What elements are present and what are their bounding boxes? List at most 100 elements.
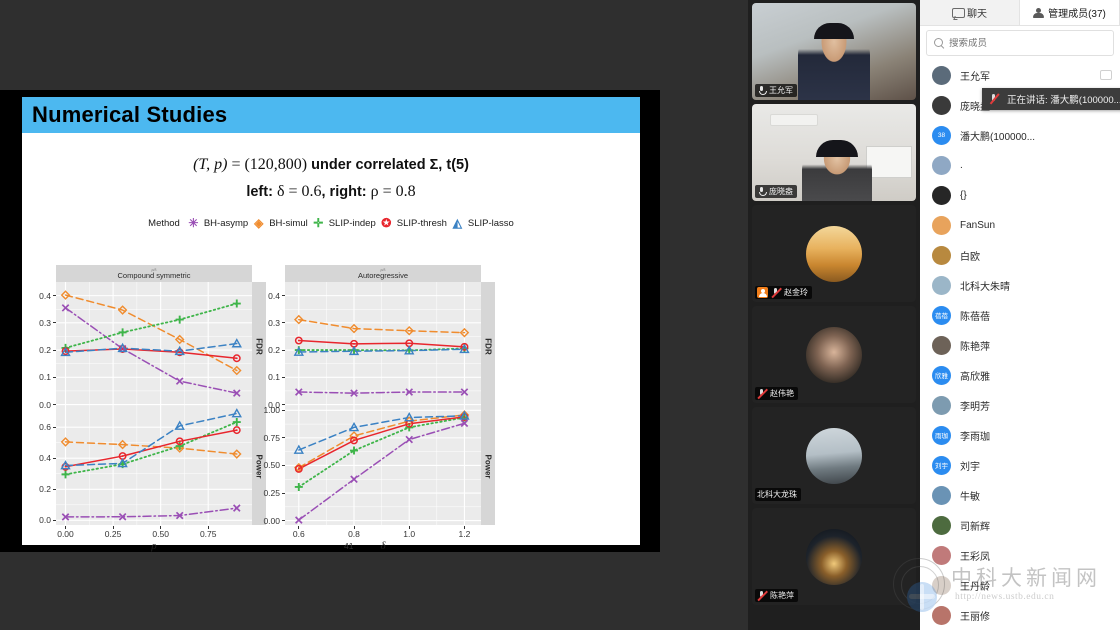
- avatar: [932, 545, 951, 565]
- y-tick-mark: [281, 295, 285, 297]
- participant-name: 陈蓓蓓: [960, 311, 990, 323]
- host-icon: [757, 287, 768, 298]
- y-tick-label: 0.4: [268, 290, 280, 301]
- participant-row[interactable]: 蓓蓓 陈蓓蓓: [920, 300, 1120, 330]
- avatar: 欣雅: [932, 365, 951, 385]
- participant-row[interactable]: 陈艳萍: [920, 330, 1120, 360]
- mic-muted-icon: [989, 93, 999, 105]
- participant-name: 高欣雅: [960, 371, 990, 383]
- y-tick-mark: [52, 519, 56, 521]
- mic-muted-icon: [771, 287, 781, 298]
- tooltip-text: 正在讲话: 潘大鹏(100000...: [1007, 95, 1120, 106]
- video-tile[interactable]: 庞晓盎: [752, 104, 916, 201]
- avatar: [932, 155, 951, 175]
- avatar: [932, 335, 951, 355]
- avatar: 雨珈: [932, 425, 951, 445]
- formula-left-label: left:: [246, 184, 277, 200]
- screen-share-stage[interactable]: Numerical Studies (T, p) = (120,800) und…: [0, 0, 748, 630]
- legend-marker-slip-indep: ✛: [313, 216, 324, 230]
- video-tile[interactable]: 王允军: [752, 3, 916, 100]
- x-tick-label: 0.50: [152, 529, 169, 539]
- tab-chat[interactable]: 聊天: [920, 0, 1020, 25]
- y-tick-label: 0.2: [39, 345, 51, 356]
- participant-head: [816, 140, 858, 157]
- participant-row[interactable]: 欣雅 高欣雅: [920, 360, 1120, 390]
- x-axis-title: ρ: [151, 540, 157, 552]
- participant-row[interactable]: 王允军: [920, 60, 1120, 90]
- tile-participant-name: 王允军: [769, 86, 793, 95]
- search-members-bar[interactable]: [926, 30, 1114, 56]
- formula-line-1: (T, p) = (120,800) under correlated Σ, t…: [22, 153, 640, 177]
- search-icon: [934, 38, 944, 48]
- formula-eq: =: [227, 156, 245, 173]
- avatar: [932, 395, 951, 415]
- formula-suffix: under correlated Σ, t(5): [307, 157, 469, 173]
- video-tile[interactable]: 北科大龙珠: [752, 407, 916, 504]
- y-tick-mark: [52, 457, 56, 459]
- avatar: [932, 215, 951, 235]
- legend-label-slip-thresh: SLIP-thresh: [396, 218, 447, 229]
- y-tick-label: 0.50: [263, 460, 280, 471]
- avatar: 38: [932, 125, 951, 145]
- x-tick-label: 0.8: [348, 529, 360, 539]
- video-tile[interactable]: 赵伟艳: [752, 306, 916, 403]
- presentation-slide: Numerical Studies (T, p) = (120,800) und…: [22, 97, 640, 552]
- participant-row[interactable]: 白欧: [920, 240, 1120, 270]
- participant-list[interactable]: 王允军庞晓盎 38 潘大鹏(100000.... {} FanSun 白欧北科大朱晴 蓓蓓陈…: [920, 58, 1120, 630]
- facet-strip-tiny: ρ/δ: [151, 267, 157, 272]
- plot-area: [56, 282, 252, 410]
- y-tick-mark: [281, 520, 285, 522]
- search-input[interactable]: [949, 37, 1106, 49]
- legend-label-bh-asymp: BH-asymp: [203, 218, 249, 229]
- participant-row[interactable]: 王彩凤: [920, 540, 1120, 570]
- participant-name: 庞晓盎: [960, 101, 990, 113]
- y-tick-mark: [52, 349, 56, 351]
- video-filmstrip[interactable]: 王允军 庞晓盎 赵金玲 赵伟艳 北科大龙珠 陈艳萍: [748, 0, 920, 630]
- slide-page-number: 41: [344, 541, 354, 551]
- chat-icon: [952, 7, 965, 18]
- panel-tabs[interactable]: 聊天 管理成员(37): [920, 0, 1120, 26]
- participant-row[interactable]: 司新辉: [920, 510, 1120, 540]
- tile-participant-name: 北科大龙珠: [757, 490, 797, 499]
- participant-row[interactable]: 牛敏: [920, 480, 1120, 510]
- y-tick-mark: [281, 437, 285, 439]
- x-tick-mark: [207, 525, 209, 529]
- slide-body: (T, p) = (120,800) under correlated Σ, t…: [22, 133, 640, 552]
- participant-row[interactable]: 38 潘大鹏(100000...: [920, 120, 1120, 150]
- x-tick-label: 0.75: [199, 529, 217, 539]
- participant-row[interactable]: 庞晓盎: [920, 90, 1120, 120]
- avatar: [932, 245, 951, 265]
- x-tick-mark: [464, 525, 466, 529]
- tab-members[interactable]: 管理成员(37): [1020, 0, 1120, 25]
- participant-row[interactable]: 李明芳: [920, 390, 1120, 420]
- participant-name: 王彩凤: [960, 551, 990, 563]
- participant-row[interactable]: 王丹龄: [920, 570, 1120, 600]
- plot-area: [285, 282, 481, 410]
- participant-row[interactable]: .: [920, 150, 1120, 180]
- participant-name: 潘大鹏(100000...: [960, 131, 1036, 143]
- facet-strip-right-label: FDR: [483, 337, 493, 355]
- avatar: [932, 485, 951, 505]
- avatar: [932, 605, 951, 625]
- avatar: [932, 95, 951, 115]
- y-tick-label: 0.1: [268, 372, 280, 383]
- participant-name: 白欧: [960, 251, 980, 263]
- facet-strip-top: ρ/δ Autoregressive: [285, 265, 481, 282]
- participant-row[interactable]: {}: [920, 180, 1120, 210]
- video-tile[interactable]: 赵金玲: [752, 205, 916, 302]
- participant-name: {}: [960, 189, 967, 201]
- participant-row[interactable]: 刘宇 刘宇: [920, 450, 1120, 480]
- participant-row[interactable]: 北科大朱晴: [920, 270, 1120, 300]
- tile-name-badge: 陈艳萍: [755, 589, 798, 602]
- participant-row[interactable]: 雨珈 李雨珈: [920, 420, 1120, 450]
- chart-legend: Method ✳ BH-asymp ◈ BH-simul ✛ SLIP-indep ✪ SLI…: [22, 216, 640, 230]
- video-tile[interactable]: 陈艳萍: [752, 508, 916, 605]
- participant-row[interactable]: 王丽修: [920, 600, 1120, 630]
- tile-name-badge: 庞晓盎: [755, 185, 797, 198]
- avatar: [806, 225, 862, 282]
- y-tick-mark: [52, 376, 56, 378]
- tile-name-badge: 王允军: [755, 84, 797, 97]
- x-tick-label: 0.6: [292, 529, 305, 539]
- participant-row[interactable]: FanSun: [920, 210, 1120, 240]
- y-tick-label: 0.25: [263, 488, 280, 499]
